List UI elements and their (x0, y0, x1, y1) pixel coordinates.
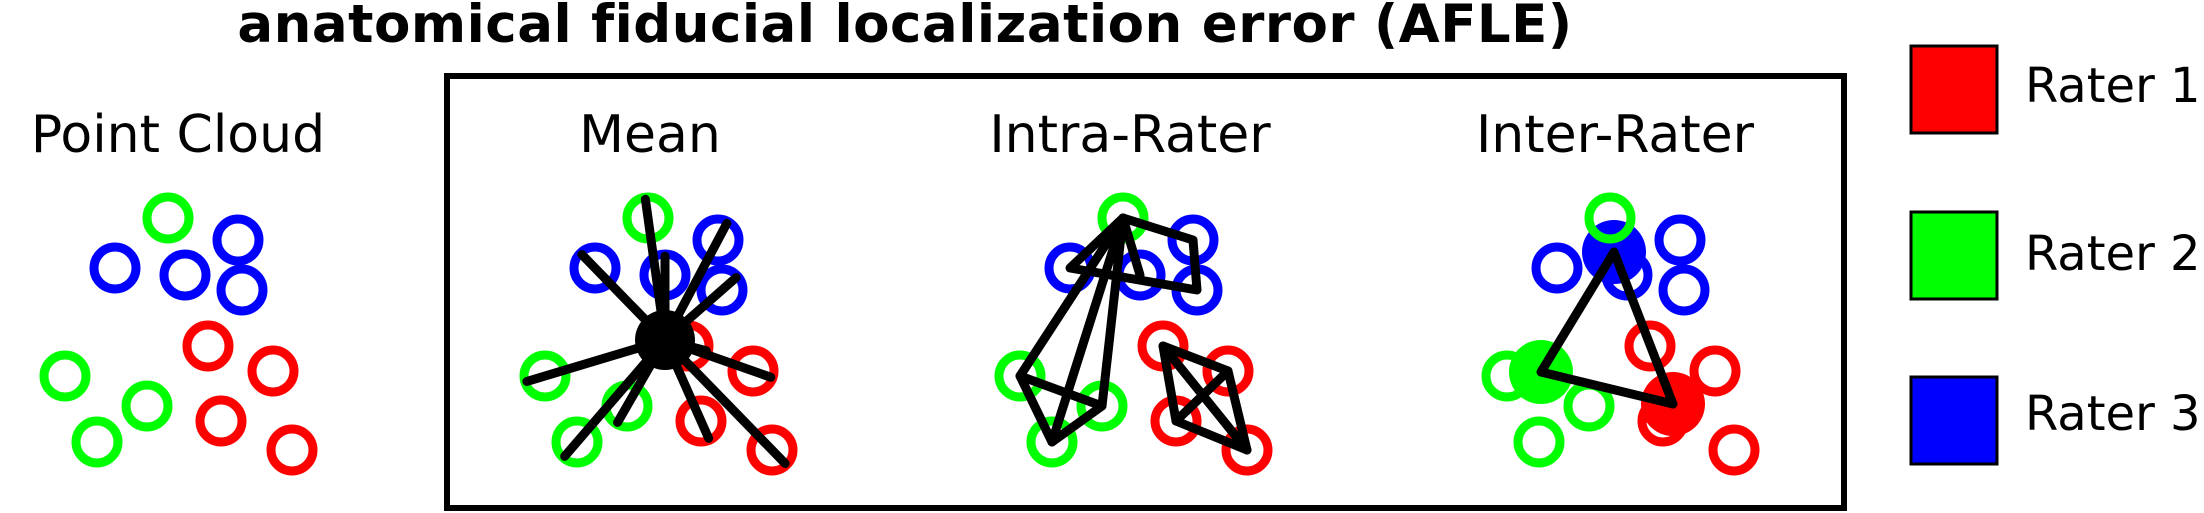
landmark-point-cloud-7 (247, 345, 299, 397)
landmark-inter-10 (1481, 350, 1533, 402)
landmark-mean-10 (519, 350, 571, 402)
inter-rater-triangle (1536, 247, 1678, 409)
landmark-inter-7 (1689, 345, 1741, 397)
legend-label-rater-3: Rater 3 (2025, 386, 2201, 442)
landmark-inter-9 (1708, 424, 1760, 476)
legend-label-rater-1: Rater 1 (2025, 58, 2201, 114)
landmark-inter-2 (1531, 242, 1583, 294)
landmark-intra-9 (1221, 424, 1273, 476)
landmark-inter-6 (1624, 320, 1676, 372)
landmark-point-cloud-11 (121, 380, 173, 432)
landmark-point-cloud-4 (212, 214, 264, 266)
landmark-mean-7 (727, 345, 779, 397)
mean-point (635, 310, 695, 370)
legend-swatch-rater-3 (1909, 375, 1999, 466)
landmark-inter-4 (1654, 214, 1706, 266)
intra-rater-2-links (1015, 371, 1107, 447)
landmark-intra-7 (1202, 345, 1254, 397)
landmark-point-cloud-9 (266, 424, 318, 476)
landmark-mean-9 (746, 424, 798, 476)
landmark-inter-1 (1584, 192, 1636, 244)
legend-swatch-rater-2 (1909, 210, 1999, 301)
panel-label-inter-rater: Inter-Rater (1475, 105, 1755, 165)
landmark-point-cloud-8 (195, 395, 247, 447)
afle-frame (444, 73, 1847, 511)
panel-label-intra-rater: Intra-Rater (989, 105, 1271, 165)
panel-label-mean: Mean (579, 105, 721, 165)
landmark-mean-12 (551, 416, 603, 468)
landmark-intra-12 (1026, 416, 1078, 468)
landmark-mean-4 (692, 214, 744, 266)
landmark-mean-2 (569, 242, 621, 294)
landmark-point-cloud-1 (142, 192, 194, 244)
landmark-mean-8 (675, 395, 727, 447)
intra-rater-2-top-a (1015, 213, 1128, 381)
panel-label-point-cloud: Point Cloud (30, 105, 326, 165)
intra-rater-3-links (1065, 213, 1202, 295)
landmark-point-cloud-12 (71, 416, 123, 468)
intra-rater-2-top-c (1097, 213, 1128, 411)
landmark-inter-5 (1658, 264, 1710, 316)
landmark-mean-5 (696, 264, 748, 316)
landmark-point-cloud-6 (182, 320, 234, 372)
intra-rater-2-top-b (1047, 213, 1128, 447)
landmark-inter-12 (1513, 416, 1565, 468)
landmark-point-cloud-2 (89, 242, 141, 294)
landmark-point-cloud-3 (159, 249, 211, 301)
landmark-point-cloud-5 (216, 264, 268, 316)
intra-rater-1-diag-b (1171, 366, 1233, 426)
figure-title: anatomical fiducial localization error (… (237, 0, 1573, 55)
legend-label-rater-2: Rater 2 (2025, 226, 2201, 282)
landmark-intra-10 (994, 350, 1046, 402)
landmark-point-cloud-10 (39, 350, 91, 402)
legend-swatch-rater-1 (1909, 44, 1999, 135)
